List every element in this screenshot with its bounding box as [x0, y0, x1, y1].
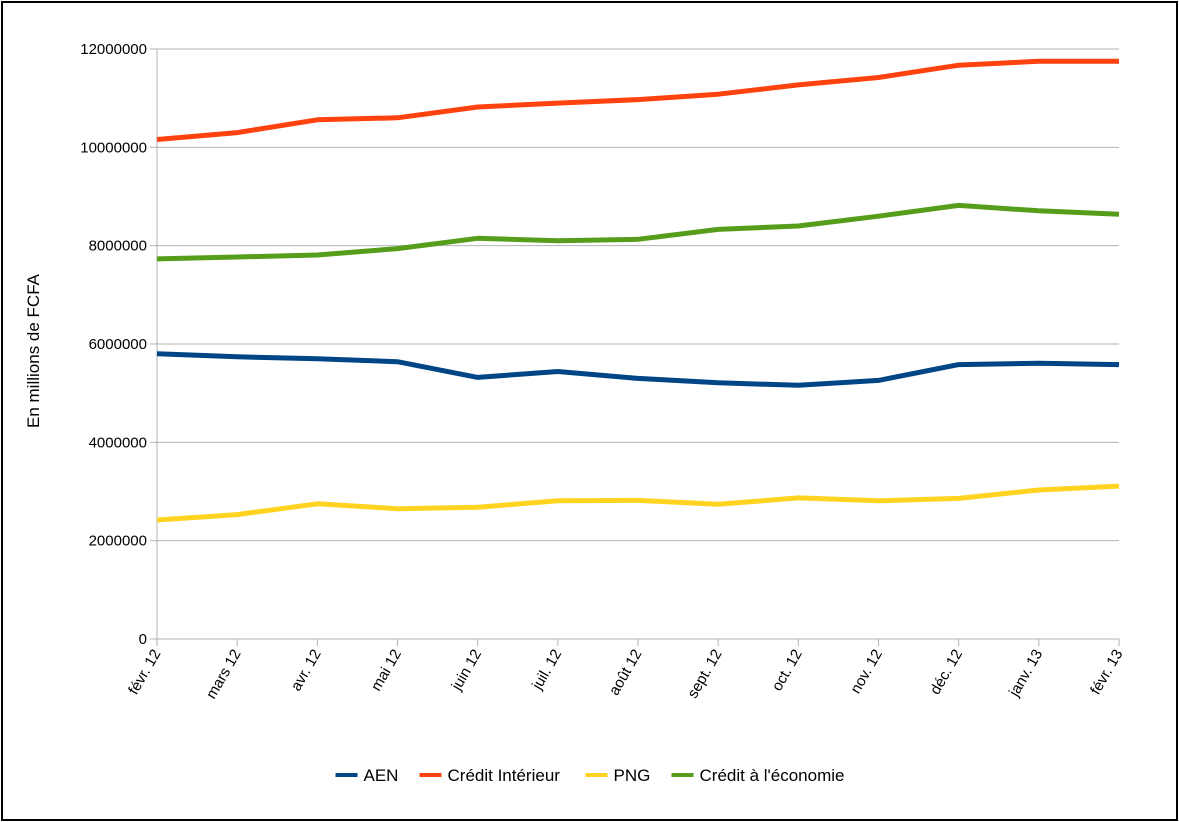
legend-item: Crédit Intérieur [419, 766, 561, 785]
series-line [156, 483, 1120, 523]
y-tick-labels: 0 2000000 4000000 6000000 8000000 10000000 120… [80, 41, 147, 648]
x-tick-label: sept. 12 [684, 647, 725, 702]
y-tick-label: 12000000 [80, 41, 147, 58]
legend-label: Crédit à l'économie [700, 766, 845, 785]
x-tick-labels: févr. 12 mars 12 avr. 12 mai 12 juin 12 juil.… [125, 647, 1126, 702]
x-tick-label: mai 12 [368, 647, 405, 694]
legend-label: Crédit Intérieur [448, 766, 561, 785]
axes [156, 49, 1120, 646]
series-line [156, 58, 1119, 142]
x-tick-label: févr. 13 [1087, 647, 1126, 698]
x-tick-label: févr. 12 [125, 647, 164, 698]
legend-label: PNG [614, 766, 651, 785]
line-chart: 0 2000000 4000000 6000000 8000000 10000000 120… [24, 41, 1126, 785]
series-line [156, 351, 1120, 388]
gridlines [150, 48, 1119, 640]
x-tick-label: août 12 [606, 647, 646, 699]
y-tick-label: 0 [139, 631, 147, 648]
y-tick-label: 6000000 [89, 336, 147, 353]
x-tick-label: juil. 12 [528, 647, 565, 694]
legend-label: AEN [364, 766, 399, 785]
x-tick-label: mars 12 [203, 647, 245, 702]
legend-item: PNG [585, 766, 651, 785]
y-axis-label: En millions de FCFA [24, 273, 43, 428]
y-tick-label: 8000000 [89, 238, 147, 255]
legend-item: AEN [335, 766, 399, 785]
x-tick-label: nov. 12 [847, 647, 886, 697]
legend: AEN Crédit Intérieur PNG Crédit à l'économi… [335, 766, 845, 785]
y-tick-label: 2000000 [89, 533, 147, 550]
series-line [156, 202, 1120, 262]
series-lines [156, 58, 1120, 523]
y-tick-label: 10000000 [80, 139, 147, 156]
x-tick-label: juin 12 [448, 647, 485, 695]
x-tick-label: oct. 12 [769, 647, 806, 694]
legend-item: Crédit à l'économie [671, 766, 845, 785]
x-tick-label: déc. 12 [927, 647, 966, 698]
y-tick-label: 4000000 [89, 434, 147, 451]
x-tick-label: janv. 13 [1005, 647, 1046, 701]
x-tick-label: avr. 12 [288, 647, 325, 694]
